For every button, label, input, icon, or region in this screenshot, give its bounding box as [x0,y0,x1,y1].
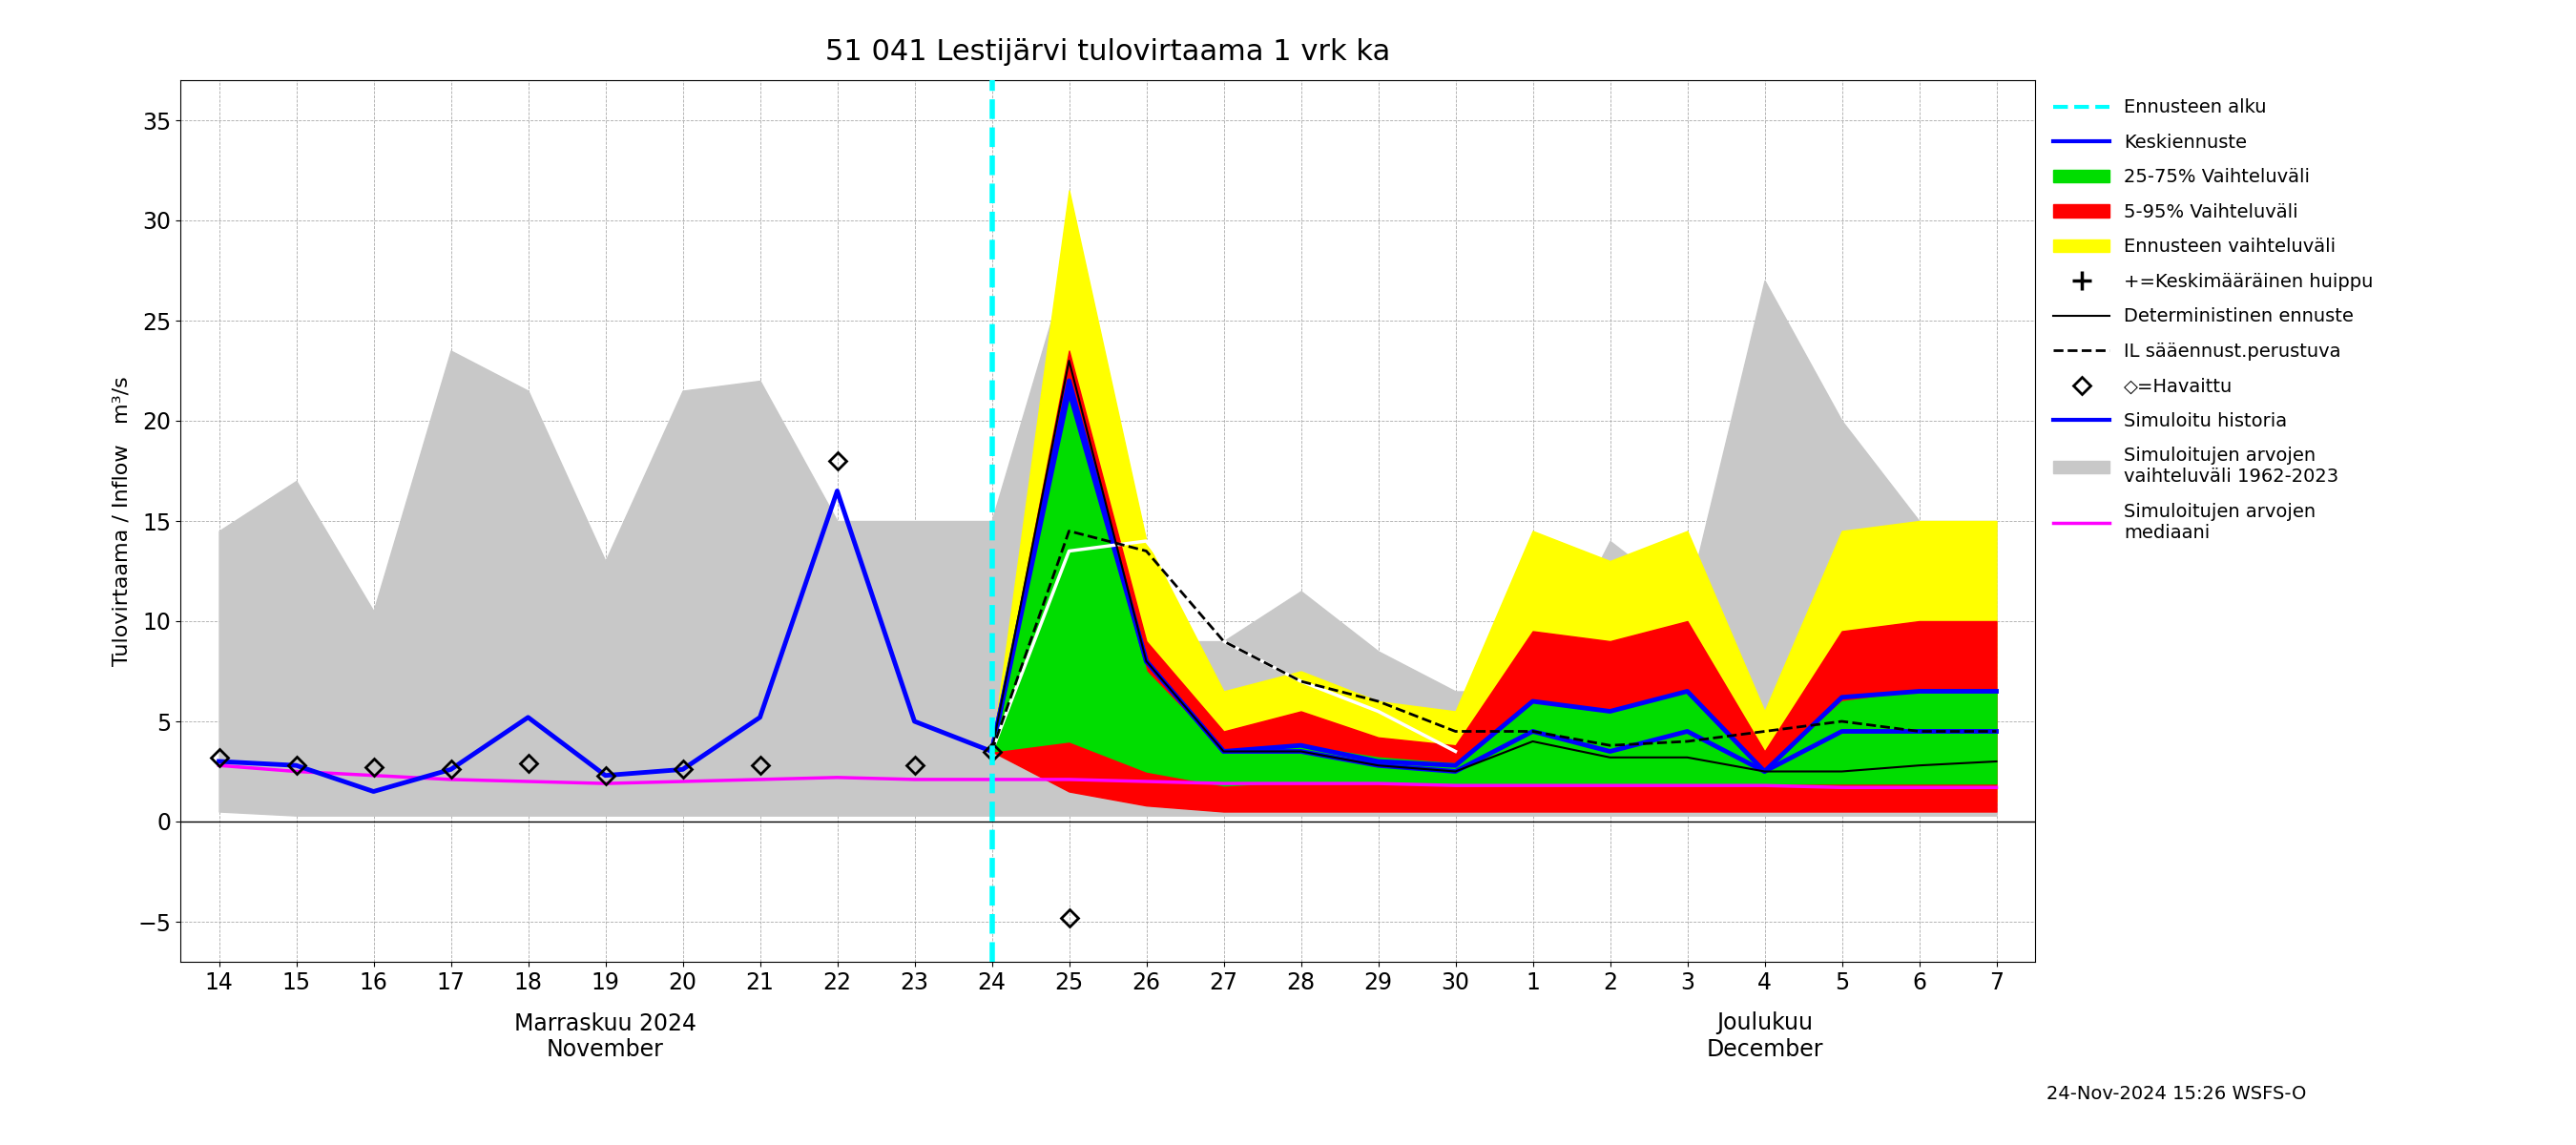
Y-axis label: Tulovirtaama / Inflow   m³/s: Tulovirtaama / Inflow m³/s [111,376,131,666]
Title: 51 041 Lestijärvi tulovirtaama 1 vrk ka: 51 041 Lestijärvi tulovirtaama 1 vrk ka [824,38,1391,66]
Text: Marraskuu 2024
November: Marraskuu 2024 November [515,1012,696,1061]
Text: Joulukuu
December: Joulukuu December [1705,1012,1824,1061]
Text: 24-Nov-2024 15:26 WSFS-O: 24-Nov-2024 15:26 WSFS-O [2048,1085,2306,1103]
Legend: Ennusteen alku, Keskiennuste, 25-75% Vaihteluväli, 5-95% Vaihteluväli, Ennusteen: Ennusteen alku, Keskiennuste, 25-75% Vai… [2045,89,2383,551]
